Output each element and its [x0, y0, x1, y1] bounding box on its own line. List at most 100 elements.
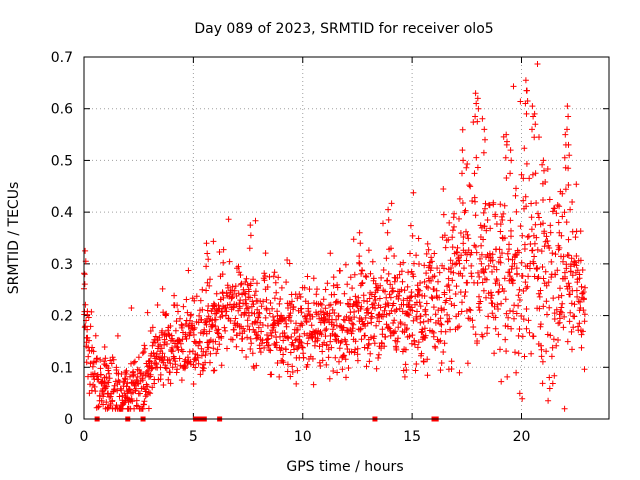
- data-point: [409, 307, 416, 314]
- data-point: [413, 361, 420, 367]
- x-tick-label: 20: [513, 429, 531, 445]
- data-point: [303, 319, 310, 326]
- data-point: [544, 311, 550, 318]
- data-point: [521, 246, 528, 252]
- data-point: [347, 274, 354, 281]
- data-point: [199, 306, 206, 313]
- data-point: [122, 376, 129, 383]
- data-point: [149, 342, 156, 349]
- data-point: [116, 393, 123, 400]
- data-point: [551, 310, 558, 317]
- data-point: [535, 274, 542, 280]
- data-point: [261, 344, 268, 351]
- data-point: [459, 147, 466, 154]
- data-point: [244, 281, 251, 288]
- data-point: [368, 313, 375, 320]
- data-point: [448, 265, 454, 271]
- data-point: [289, 369, 296, 375]
- data-point: [144, 309, 151, 316]
- data-point: [248, 340, 255, 347]
- data-point: [285, 335, 292, 342]
- data-point: [270, 313, 277, 320]
- data-point: [438, 321, 445, 328]
- data-point: [423, 270, 430, 277]
- data-point: [162, 311, 169, 318]
- data-point: [110, 356, 117, 363]
- data-point: [378, 274, 385, 281]
- data-point: [538, 248, 545, 255]
- data-point: [482, 136, 488, 143]
- data-point: [464, 360, 471, 367]
- y-tick-label: 0.1: [51, 360, 73, 376]
- data-point: [415, 291, 422, 298]
- data-point: [472, 331, 479, 338]
- data-point: [441, 232, 448, 239]
- data-point: [510, 308, 517, 315]
- data-point: [578, 344, 585, 351]
- data-point: [559, 190, 566, 197]
- data-point: [449, 244, 456, 251]
- data-point: [421, 293, 428, 299]
- data-point: [114, 332, 121, 339]
- y-tick-label: 0.2: [51, 309, 73, 325]
- data-point: [347, 316, 354, 323]
- data-point: [514, 270, 521, 277]
- data-point: [202, 352, 209, 359]
- data-point: [190, 331, 197, 338]
- data-point: [536, 214, 542, 221]
- data-point: [577, 257, 584, 264]
- data-point: [283, 323, 290, 330]
- data-point: [350, 321, 357, 328]
- data-point: [269, 305, 276, 312]
- data-point: [216, 341, 223, 348]
- data-point: [488, 289, 494, 296]
- data-point: [410, 317, 417, 324]
- data-point: [489, 257, 496, 264]
- data-point: [513, 310, 520, 317]
- data-point: [238, 280, 245, 287]
- data-point: [422, 311, 429, 318]
- data-point: [142, 345, 148, 352]
- data-point: [491, 350, 498, 357]
- data-point: [576, 271, 583, 278]
- data-point: [166, 356, 173, 363]
- data-point: [394, 275, 401, 281]
- data-point: [334, 281, 341, 288]
- data-point: [183, 335, 190, 342]
- data-point: [330, 368, 337, 374]
- data-point: [382, 288, 388, 295]
- x-tick-label: 0: [80, 429, 89, 445]
- data-point: [381, 307, 388, 314]
- data-point: [567, 268, 574, 275]
- data-point: [98, 397, 105, 404]
- data-point: [472, 90, 479, 97]
- data-point: [252, 288, 259, 295]
- data-point: [335, 312, 342, 319]
- data-point: [253, 362, 260, 369]
- data-point: [289, 298, 295, 305]
- data-point: [207, 276, 213, 283]
- data-point: [553, 210, 560, 217]
- data-point: [340, 324, 347, 331]
- data-point: [196, 339, 203, 346]
- data-point: [515, 350, 522, 357]
- data-point: [341, 290, 348, 297]
- data-point: [473, 100, 480, 107]
- data-point: [516, 286, 523, 293]
- data-point: [543, 348, 550, 355]
- data-point: [352, 338, 359, 345]
- data-point: [558, 292, 565, 299]
- data-point: [368, 319, 375, 326]
- data-point: [424, 356, 431, 363]
- data-point: [251, 292, 258, 299]
- data-point: [347, 296, 353, 303]
- data-point: [243, 354, 250, 360]
- data-point: [280, 351, 287, 358]
- data-point: [186, 332, 193, 339]
- data-point: [117, 385, 124, 392]
- data-point: [318, 301, 325, 308]
- data-point: [264, 284, 271, 290]
- data-point: [474, 340, 480, 347]
- data-point: [523, 285, 530, 292]
- data-point: [262, 314, 269, 321]
